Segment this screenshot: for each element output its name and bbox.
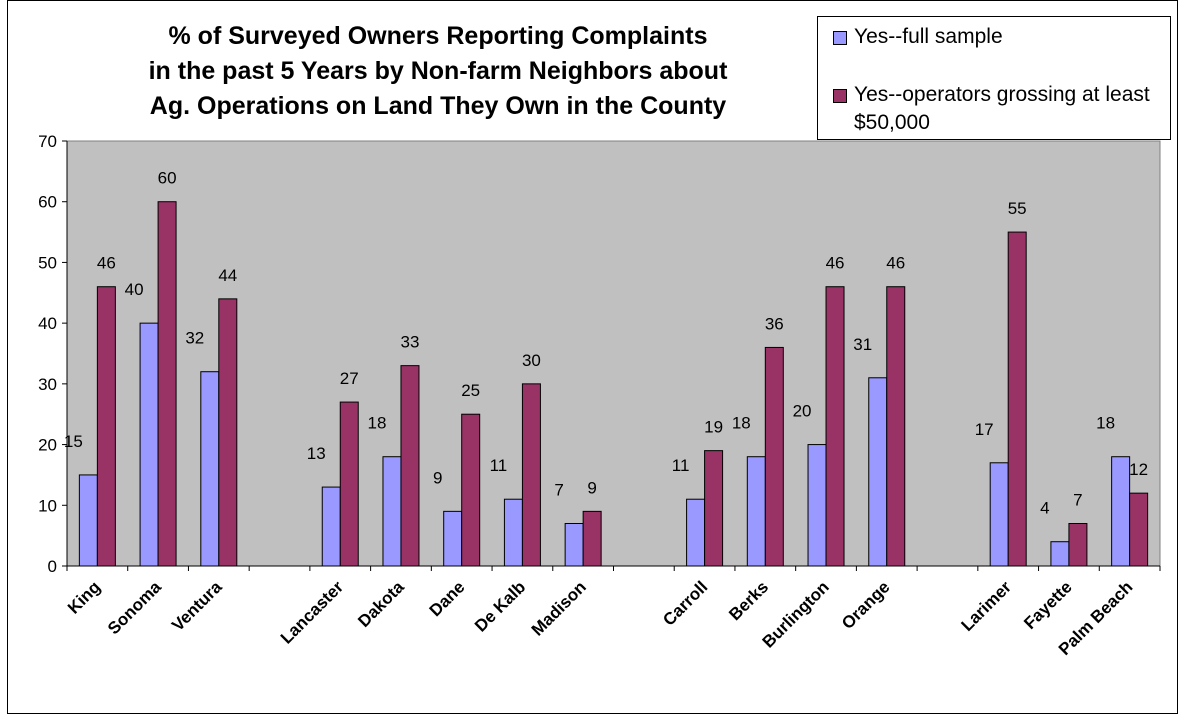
title-line-2: in the past 5 Years by Non-farm Neighbor… [148, 57, 728, 85]
y-tick-label: 20 [38, 436, 57, 455]
bar-full-sample [746, 456, 766, 567]
y-tick-label: 10 [38, 496, 57, 515]
x-category-label: Dane [426, 577, 469, 620]
legend-swatch-full-sample [833, 31, 847, 45]
y-tick-label: 70 [38, 132, 57, 151]
bar-full-sample [382, 456, 402, 567]
data-label: 9 [433, 468, 442, 487]
data-label: 7 [1073, 491, 1082, 510]
bar-full-sample [1050, 541, 1070, 567]
data-label: 46 [826, 254, 845, 273]
plot-area [66, 140, 1161, 567]
bar-operators [704, 450, 724, 567]
data-label: 31 [853, 335, 872, 354]
data-label: 7 [554, 481, 563, 500]
data-label: 11 [672, 456, 690, 475]
legend: Yes--full sample Yes--operators grossing… [817, 16, 1171, 140]
y-tick-label: 40 [38, 314, 57, 333]
bar-full-sample [1111, 456, 1131, 567]
data-label: 20 [793, 402, 812, 421]
bar-operators [1129, 492, 1149, 567]
bar-full-sample [989, 462, 1009, 567]
data-label: 25 [461, 381, 480, 400]
data-label: 27 [340, 369, 359, 388]
bar-full-sample [564, 523, 584, 567]
data-label: 18 [732, 414, 751, 433]
data-label: 18 [1096, 414, 1115, 433]
x-category-label: Fayette [1020, 577, 1076, 633]
x-category-label: Larimer [957, 577, 1015, 635]
data-label: 60 [158, 169, 177, 188]
data-label: 46 [886, 254, 905, 273]
x-category-label: Berks [725, 577, 772, 624]
x-category-label: Lancaster [277, 577, 348, 648]
bar-full-sample [78, 474, 98, 567]
bar-operators [461, 413, 481, 567]
x-category-label: Dakota [354, 577, 408, 631]
y-tick-label: 60 [38, 193, 57, 212]
y-tick-label: 0 [48, 557, 57, 576]
legend-item-full-sample: Yes--full sample [833, 23, 1159, 51]
data-label: 33 [401, 333, 420, 352]
bar-full-sample [200, 371, 220, 567]
data-label: 15 [64, 432, 83, 451]
x-category-label: Ventura [168, 577, 226, 635]
title-line-1: % of Surveyed Owners Reporting Complaint… [168, 22, 708, 50]
bar-operators [764, 346, 784, 567]
bar-operators [1068, 523, 1088, 567]
data-label: 44 [218, 266, 237, 285]
data-label: 55 [1008, 199, 1027, 218]
data-label: 17 [975, 420, 994, 439]
bar-full-sample [503, 498, 523, 567]
data-label: 30 [522, 351, 541, 370]
legend-swatch-operators [833, 89, 847, 103]
data-label: 11 [490, 456, 508, 475]
data-label: 9 [587, 478, 596, 497]
x-category-label: Sonoma [104, 577, 165, 638]
bar-operators [157, 201, 177, 567]
data-label: 19 [704, 418, 723, 437]
y-tick-label: 50 [38, 253, 57, 272]
bar-operators [825, 286, 845, 567]
data-label: 18 [368, 414, 387, 433]
data-label: 4 [1040, 499, 1049, 518]
legend-label-operators: Yes--operators grossing at least $50,000 [854, 83, 1150, 134]
data-label: 46 [97, 254, 116, 273]
bar-full-sample [686, 498, 706, 567]
chart-title: % of Surveyed Owners Reporting Complaint… [48, 19, 828, 124]
legend-label-full-sample: Yes--full sample [854, 25, 1003, 48]
x-category-label: De Kalb [471, 577, 529, 635]
bar-full-sample [139, 322, 159, 567]
bar-operators [521, 383, 541, 567]
x-category-label: Madison [528, 577, 590, 639]
data-label: 12 [1129, 460, 1148, 479]
bar-full-sample [807, 444, 827, 567]
bar-operators [96, 286, 116, 567]
data-label: 40 [125, 280, 144, 299]
y-tick-label: 30 [38, 375, 57, 394]
bar-full-sample [443, 510, 463, 567]
title-line-3: Ag. Operations on Land They Own in the C… [149, 92, 727, 120]
bar-operators [582, 510, 602, 567]
bar-operators [400, 365, 420, 567]
bar-operators [339, 401, 359, 567]
bar-operators [886, 286, 906, 567]
bar-operators [1007, 231, 1027, 567]
x-category-label: Carroll [659, 577, 711, 629]
legend-item-operators: Yes--operators grossing at least $50,000 [833, 81, 1159, 137]
x-category-label: Orange [838, 577, 894, 633]
data-label: 36 [765, 314, 784, 333]
bar-operators [218, 298, 238, 567]
data-label: 13 [307, 444, 326, 463]
bar-full-sample [321, 486, 341, 567]
bar-full-sample [868, 377, 888, 567]
x-category-label: King [64, 577, 104, 617]
data-label: 32 [185, 329, 204, 348]
